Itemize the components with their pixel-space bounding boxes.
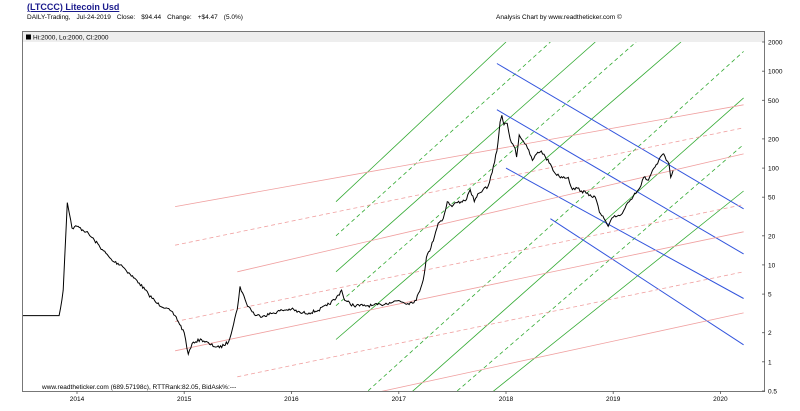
x-tick-label-2016: 2016 [284, 396, 299, 403]
y-tick-label-6: 20 [768, 233, 776, 240]
x-tick-label-2018: 2018 [499, 396, 514, 403]
green-trend-line-1 [335, 42, 507, 202]
pink-trend-line-16 [237, 153, 744, 273]
y-tick-label-1: 0.5 [768, 389, 777, 396]
y-tick-label-9: 200 [768, 136, 779, 143]
quote-info: DAILY-Trading, Jul-24-2019 Close: $94.44 Cha… [27, 14, 249, 21]
pink-trend-line-18 [175, 231, 744, 352]
pink-trend-line-20 [381, 312, 744, 391]
blue-trend-line-11 [496, 109, 744, 255]
pink-trend-line-15 [175, 127, 744, 246]
x-tick-label-2014: 2014 [70, 396, 85, 403]
analysis-credit: Analysis Chart by www.readtheticker.com … [496, 14, 622, 21]
trend-lines [175, 42, 744, 391]
plot-frame [22, 31, 765, 392]
y-tick-label-12: 2000 [768, 40, 783, 47]
green-trend-line-6 [367, 51, 744, 391]
y-tick-label-7: 50 [768, 195, 776, 202]
blue-trend-line-13 [550, 218, 744, 346]
y-tick-label-4: 5 [768, 292, 772, 299]
y-axis: 0.5 1 2 5 10 20 50 100 200 500 1000 2000 [762, 40, 783, 396]
x-tick-label-2017: 2017 [392, 396, 407, 403]
legend-strip [23, 32, 764, 42]
green-trend-line-7 [412, 97, 744, 391]
legend-text: Hi:2000, Lo:2000, Cl:2000 [33, 35, 109, 42]
y-tick-label-10: 500 [768, 98, 779, 105]
close-value: $94.44 [141, 14, 162, 21]
change-percent: (5.0%) [223, 14, 243, 21]
x-tick-label-2019: 2019 [606, 396, 621, 403]
green-trend-line-5 [335, 42, 682, 340]
green-trend-line-9 [492, 190, 744, 391]
x-tick-label-2020: 2020 [713, 396, 728, 403]
y-tick-label-3: 2 [768, 330, 772, 337]
blue-trend-line-12 [505, 167, 744, 299]
y-tick-label-8: 100 [768, 166, 779, 173]
change-label: Change: [167, 14, 192, 21]
blue-trend-line-10 [496, 63, 744, 210]
y-tick-label-2: 1 [768, 359, 772, 366]
x-axis: 2014 2015 2016 2017 2018 2019 2020 [70, 391, 728, 403]
footer-text: www.readtheticker.com (689.57198c), RTTR… [41, 384, 236, 391]
chart-header: (LTCCC) Litecoin Usd DAILY-Trading, Jul-2… [0, 0, 800, 34]
pink-trend-line-19 [237, 271, 744, 378]
legend-marker [26, 34, 31, 40]
change-value: +$4.47 [197, 14, 218, 21]
green-trend-line-8 [456, 144, 744, 391]
green-trend-line-4 [335, 42, 637, 307]
y-tick-label-11: 1000 [768, 69, 783, 76]
green-trend-line-3 [335, 42, 596, 273]
close-label: Close: [116, 14, 136, 21]
y-tick-label-5: 10 [768, 262, 776, 269]
x-tick-label-2015: 2015 [177, 396, 192, 403]
pink-trend-line-14 [175, 104, 744, 207]
quote-date: Jul-24-2019 [76, 14, 111, 21]
pink-trend-line-17 [175, 204, 744, 322]
price-series-line [23, 115, 674, 357]
interval-label: DAILY-Trading, [27, 14, 71, 21]
chart-title[interactable]: (LTCCC) Litecoin Usd [27, 2, 120, 12]
